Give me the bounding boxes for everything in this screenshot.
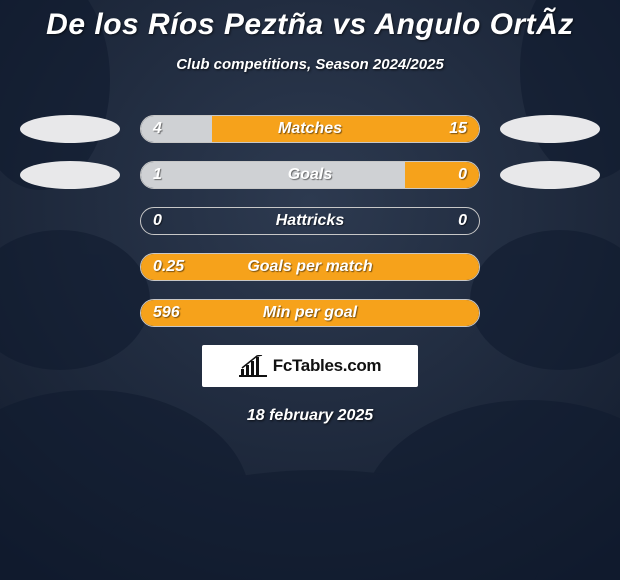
stat-label: Goals	[141, 162, 479, 188]
player-ellipse-left	[20, 161, 120, 189]
stat-row: 0.25Goals per match	[0, 253, 620, 281]
spacer	[500, 299, 600, 327]
player-ellipse-right	[500, 161, 600, 189]
spacer	[500, 253, 600, 281]
spacer	[500, 207, 600, 235]
stat-bar-track: 10Goals	[140, 161, 480, 189]
spacer	[20, 253, 120, 281]
stat-label: Goals per match	[141, 254, 479, 280]
player-ellipse-left	[20, 115, 120, 143]
spacer	[20, 207, 120, 235]
stat-rows: 415Matches 10Goals 00Hattricks 0.25Goals pe…	[0, 115, 620, 327]
stat-label: Min per goal	[141, 300, 479, 326]
stat-bar-track: 0.25Goals per match	[140, 253, 480, 281]
spacer	[20, 299, 120, 327]
fctables-logo: FcTables.com	[202, 345, 418, 387]
bar-chart-icon	[239, 355, 267, 377]
stat-bar-track: 415Matches	[140, 115, 480, 143]
stat-bar-track: 00Hattricks	[140, 207, 480, 235]
stat-bar-track: 596Min per goal	[140, 299, 480, 327]
player-ellipse-right	[500, 115, 600, 143]
stat-label: Hattricks	[141, 208, 479, 234]
date-text: 18 february 2025	[0, 407, 620, 425]
stat-row: 10Goals	[0, 161, 620, 189]
logo-text: FcTables.com	[273, 356, 382, 376]
stat-row: 415Matches	[0, 115, 620, 143]
stat-row: 00Hattricks	[0, 207, 620, 235]
stat-label: Matches	[141, 116, 479, 142]
page-title: De los Ríos Peztña vs Angulo OrtÃz	[0, 0, 620, 42]
stat-row: 596Min per goal	[0, 299, 620, 327]
subtitle: Club competitions, Season 2024/2025	[0, 56, 620, 73]
